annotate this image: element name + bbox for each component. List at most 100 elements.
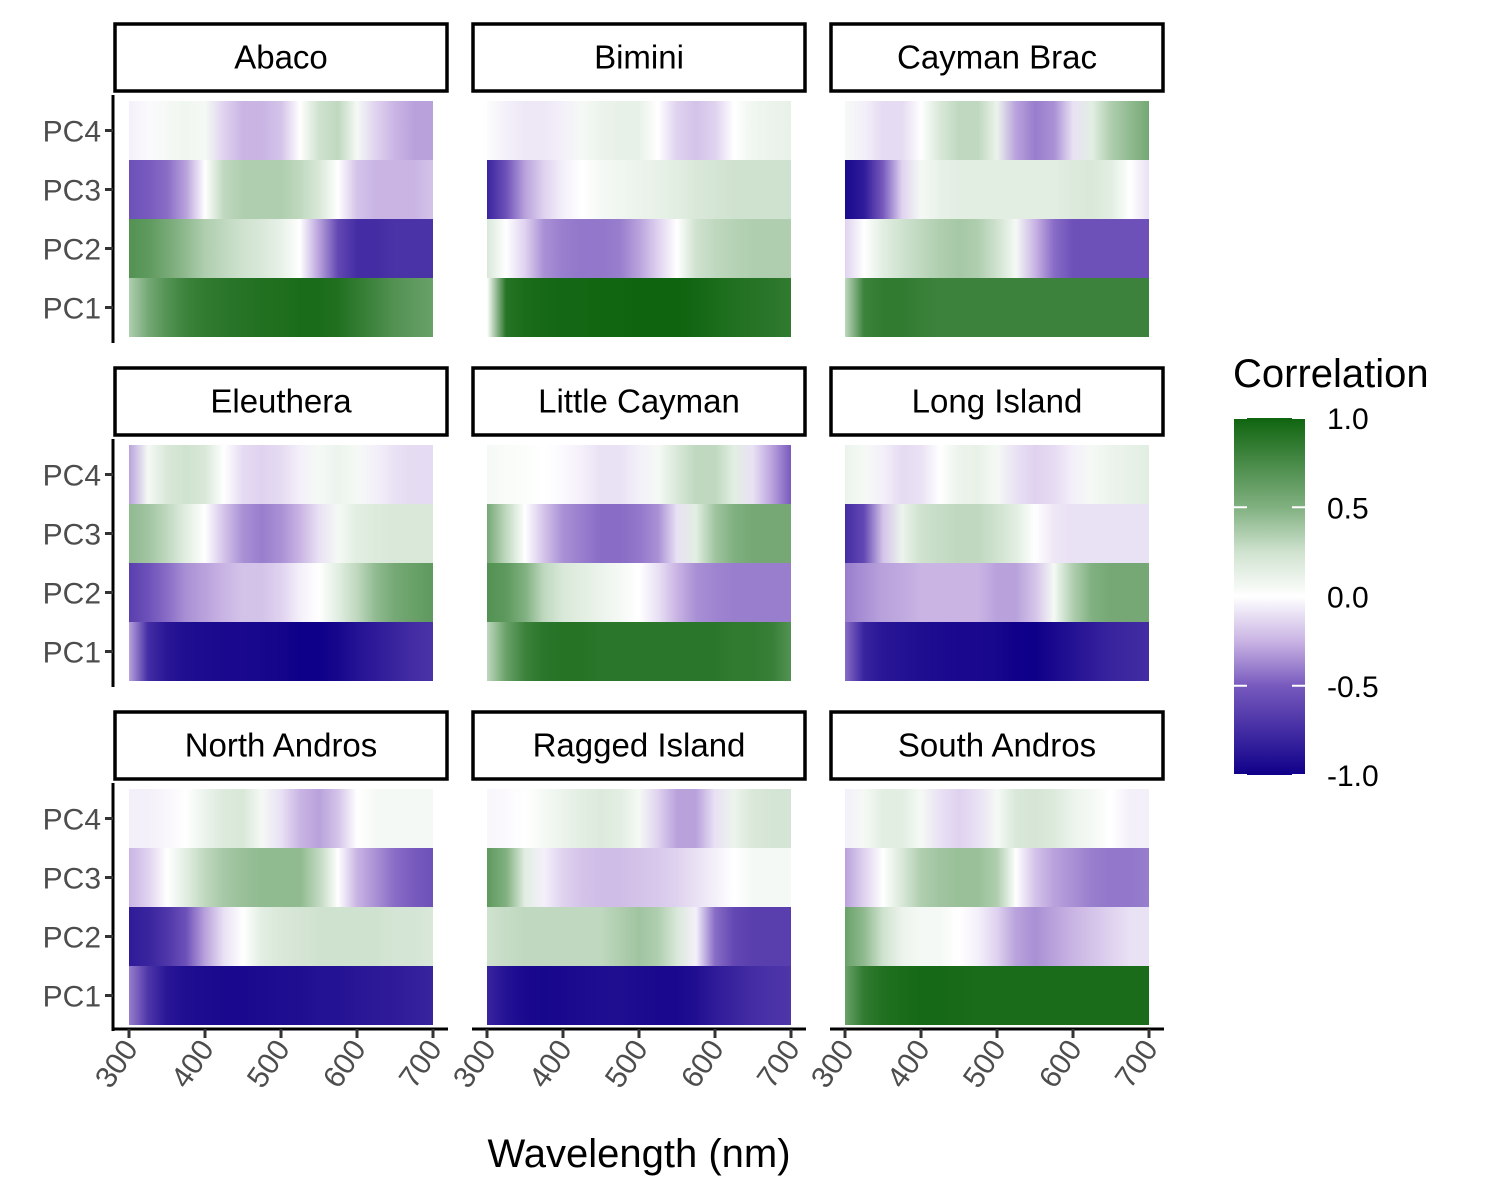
heat-band-pc4 [845, 101, 1149, 160]
legend: Correlation 1.0 0.5 0.0 -0.5 -1.0 [1233, 352, 1429, 793]
heat-band-pc2 [487, 907, 791, 966]
facet-bimini: Bimini [471, 22, 807, 337]
heat-band-pc4 [129, 101, 433, 160]
heat-band-pc3 [487, 848, 791, 907]
x-tick-label: 400 [523, 1034, 579, 1094]
heat-band-pc2 [845, 907, 1149, 966]
heat-band-pc2 [487, 219, 791, 278]
y-tick-label: PC2 [43, 922, 101, 955]
heat-band-pc3 [845, 848, 1149, 907]
facet-strip [471, 366, 807, 437]
heat-band-pc3 [845, 504, 1149, 563]
heat-band-pc4 [487, 101, 791, 160]
y-tick-label: PC4 [43, 804, 101, 837]
y-tick-label: PC4 [43, 116, 101, 149]
x-tick-label: 600 [675, 1034, 731, 1094]
x-tick-label: 700 [1109, 1034, 1165, 1094]
facet-strip [829, 710, 1165, 781]
y-tick-label: PC2 [43, 234, 101, 267]
legend-label: -0.5 [1327, 671, 1379, 704]
heat-band-pc3 [487, 504, 791, 563]
heat-band-pc2 [129, 907, 433, 966]
facet-strip-label: Eleuthera [210, 383, 352, 420]
heat-band-pc4 [845, 789, 1149, 848]
y-tick-label: PC1 [43, 637, 101, 670]
legend-label: 0.0 [1327, 582, 1369, 615]
heat-band-pc1 [845, 622, 1149, 681]
heat-band-pc3 [487, 160, 791, 219]
heat-band-pc1 [845, 966, 1149, 1025]
facet-strip-label: Abaco [234, 39, 328, 76]
facet-strip [113, 22, 449, 93]
x-tick-label: 500 [599, 1034, 655, 1094]
heat-band-pc4 [845, 445, 1149, 504]
facet-strip [829, 366, 1165, 437]
heat-band-pc4 [129, 445, 433, 504]
heat-band-pc2 [845, 563, 1149, 622]
facet-strip-label: Bimini [594, 39, 684, 76]
facet-strip-label: Little Cayman [538, 383, 740, 420]
legend-label: 1.0 [1327, 403, 1369, 436]
facet-strip [471, 22, 807, 93]
heat-band-pc2 [845, 219, 1149, 278]
heat-band-pc1 [129, 966, 433, 1025]
y-tick-label: PC4 [43, 460, 101, 493]
heat-band-pc1 [487, 622, 791, 681]
heat-band-pc3 [129, 848, 433, 907]
facet-long-island: Long Island [829, 366, 1165, 681]
y-tick-label: PC1 [43, 981, 101, 1014]
x-tick-label: 300 [805, 1034, 861, 1094]
facet-strip [113, 710, 449, 781]
legend-label: 0.5 [1327, 492, 1369, 525]
heat-band-pc3 [129, 160, 433, 219]
x-tick-label: 300 [89, 1034, 145, 1094]
y-tick-label: PC3 [43, 519, 101, 552]
heat-band-pc1 [487, 966, 791, 1025]
heat-band-pc2 [129, 219, 433, 278]
facet-ragged-island: Ragged Island [471, 710, 807, 1025]
facet-strip-label: North Andros [185, 727, 378, 764]
facet-panels: Abaco Bimini Cayman Brac Eleuthera Little Ca… [113, 22, 1165, 1025]
facet-strip [829, 22, 1165, 93]
facet-abaco: Abaco [113, 22, 449, 337]
facet-little-cayman: Little Cayman [471, 366, 807, 681]
x-tick-label: 700 [751, 1034, 807, 1094]
facet-strip-label: Ragged Island [533, 727, 746, 764]
y-tick-label: PC3 [43, 175, 101, 208]
facet-strip [471, 710, 807, 781]
y-tick-label: PC2 [43, 578, 101, 611]
heat-band-pc4 [129, 789, 433, 848]
x-tick-label: 400 [165, 1034, 221, 1094]
heat-band-pc3 [129, 504, 433, 563]
heat-band-pc1 [487, 278, 791, 337]
legend-title: Correlation [1233, 352, 1429, 396]
facet-strip-label: Cayman Brac [897, 39, 1097, 76]
facet-cayman-brac: Cayman Brac [829, 22, 1165, 337]
x-tick-label: 600 [317, 1034, 373, 1094]
facet-strip-label: Long Island [912, 383, 1083, 420]
x-tick-label: 600 [1033, 1034, 1089, 1094]
heat-band-pc4 [487, 789, 791, 848]
facet-eleuthera: Eleuthera [113, 366, 449, 681]
facet-strip-label: South Andros [898, 727, 1096, 764]
x-axis-title: Wavelength (nm) [487, 1132, 790, 1176]
heat-band-pc1 [129, 622, 433, 681]
x-tick-label: 400 [881, 1034, 937, 1094]
heat-band-pc4 [487, 445, 791, 504]
facet-strip [113, 366, 449, 437]
heat-band-pc3 [845, 160, 1149, 219]
y-tick-label: PC1 [43, 293, 101, 326]
heat-band-pc2 [487, 563, 791, 622]
heat-band-pc1 [845, 278, 1149, 337]
heat-band-pc1 [129, 278, 433, 337]
y-tick-label: PC3 [43, 863, 101, 896]
heat-band-pc2 [129, 563, 433, 622]
facet-south-andros: South Andros [829, 710, 1165, 1025]
x-tick-label: 500 [241, 1034, 297, 1094]
legend-label: -1.0 [1327, 760, 1379, 793]
x-tick-label: 300 [447, 1034, 503, 1094]
x-tick-label: 700 [393, 1034, 449, 1094]
x-tick-label: 500 [957, 1034, 1013, 1094]
facet-north-andros: North Andros [113, 710, 449, 1025]
